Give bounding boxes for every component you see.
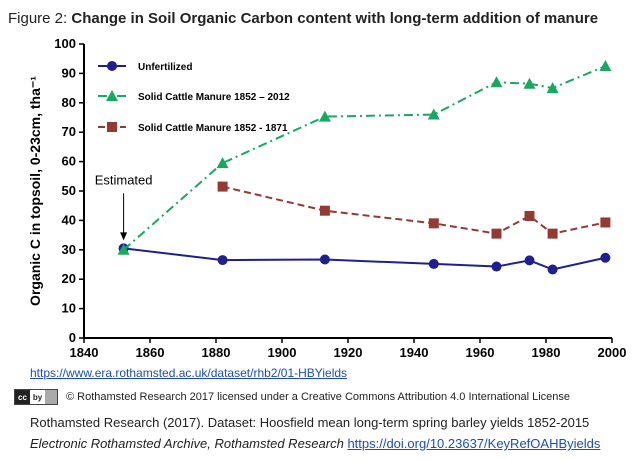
- cc-by-icon: cc by: [14, 389, 58, 405]
- legend-label-1: Solid Cattle Manure 1852 – 2012: [138, 92, 290, 103]
- data-point-s0-3: [428, 258, 439, 269]
- data-point-s2-2: [428, 218, 439, 229]
- y-tick-label: 50: [62, 183, 76, 198]
- figure-heading: Change in Soil Organic Carbon content wi…: [71, 10, 599, 27]
- data-point-s2-0: [217, 181, 228, 192]
- line-chart: 0 10 20 30 40 50 60 70 80 90 100 1840 1860 1880 1900 19…: [27, 36, 627, 360]
- data-point-s2-1: [319, 205, 330, 216]
- dataset-link[interactable]: https://www.era.rothamsted.ac.uk/dataset…: [30, 366, 348, 380]
- y-tick-label: 90: [62, 65, 76, 80]
- figure-prefix: Figure 2:: [8, 10, 68, 27]
- series-line-1: [122, 65, 606, 251]
- x-tick-label: 1920: [334, 345, 363, 360]
- data-point-s1-5: [523, 77, 536, 89]
- x-tick-label: 1940: [400, 345, 429, 360]
- doi-link[interactable]: https://doi.org/10.23637/KeyRefOAHByield…: [347, 436, 601, 451]
- data-point-s2-6: [600, 217, 611, 228]
- x-tick-label: 1840: [70, 345, 99, 360]
- data-point-s0-5: [524, 255, 535, 266]
- legend-label-2: Solid Cattle Manure 1852 - 1871: [138, 123, 288, 134]
- x-tick-label: 1980: [532, 345, 561, 360]
- annotation-arrow-head: [120, 232, 128, 241]
- x-tick-label: 2000: [598, 345, 627, 360]
- data-point-s1-2: [318, 110, 331, 122]
- legend-marker-2: [107, 122, 117, 132]
- data-point-s1-0: [117, 243, 130, 255]
- data-point-s1-3: [427, 108, 440, 120]
- citation-line-2: Electronic Rothamsted Archive, Rothamste…: [30, 436, 600, 451]
- y-tick-label: 60: [62, 154, 76, 169]
- data-point-s0-4: [491, 261, 502, 272]
- data-point-s1-1: [216, 157, 229, 169]
- annotation-label: Estimated: [95, 172, 153, 187]
- data-point-s0-2: [319, 254, 330, 265]
- x-tick-label: 1860: [136, 345, 165, 360]
- data-point-s1-7: [599, 60, 612, 72]
- legend-marker-0: [107, 61, 117, 71]
- y-tick-label: 30: [62, 242, 76, 257]
- legend-marker-1: [106, 90, 118, 101]
- data-point-s0-1: [217, 255, 228, 266]
- x-tick-label: 1900: [268, 345, 297, 360]
- y-tick-label: 40: [62, 212, 76, 227]
- figure-title: Figure 2: Change in Soil Organic Carbon …: [8, 10, 598, 27]
- y-tick-label: 0: [69, 330, 76, 345]
- citation-line-1: Rothamsted Research (2017). Dataset: Hoo…: [30, 415, 590, 430]
- data-point-s2-4: [524, 210, 535, 221]
- citation-archive: Electronic Rothamsted Archive, Rothamste…: [30, 436, 348, 451]
- y-tick-label: 20: [62, 271, 76, 286]
- y-tick-label: 10: [62, 301, 76, 316]
- license-text: © Rothamsted Research 2017 licensed unde…: [66, 391, 570, 403]
- y-axis-label: Organic C in topsoil, 0-23cm, tha⁻¹: [27, 76, 43, 306]
- data-point-s2-3: [491, 228, 502, 239]
- y-tick-label: 80: [62, 95, 76, 110]
- data-point-s0-7: [600, 252, 611, 263]
- y-tick-label: 70: [62, 124, 76, 139]
- series-line-2: [222, 185, 606, 235]
- y-tick-label: 100: [54, 36, 76, 51]
- data-point-s1-4: [490, 76, 503, 88]
- data-point-s0-6: [547, 264, 558, 275]
- data-point-s2-5: [547, 228, 558, 239]
- x-tick-label: 1960: [466, 345, 495, 360]
- license-row: cc by © Rothamsted Research 2017 license…: [14, 389, 570, 405]
- data-point-s1-6: [546, 82, 559, 94]
- cc-badge-by: by: [29, 390, 46, 404]
- x-tick-label: 1880: [202, 345, 231, 360]
- legend-label-0: Unfertilized: [138, 62, 192, 73]
- cc-badge-cc: cc: [15, 390, 30, 404]
